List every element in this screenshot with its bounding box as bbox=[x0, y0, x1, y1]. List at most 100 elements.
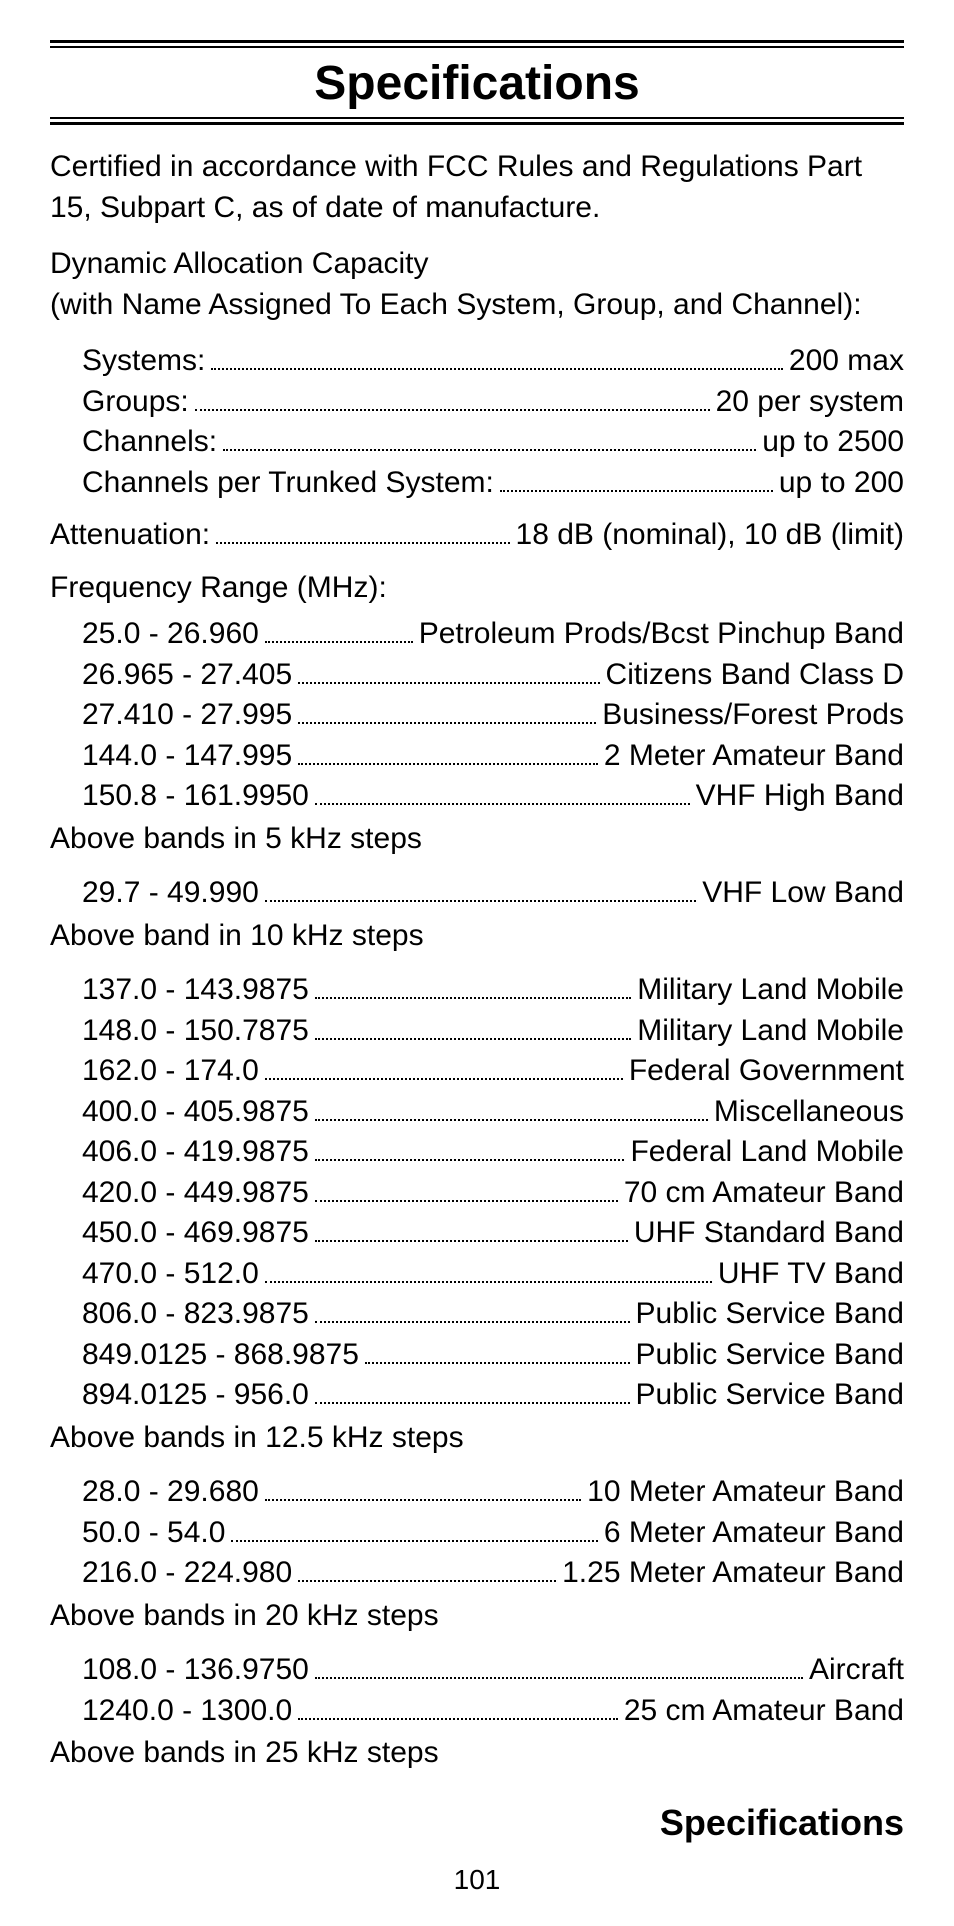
spec-label: 29.7 - 49.990 bbox=[82, 873, 259, 914]
spec-label: 144.0 - 147.995 bbox=[82, 736, 292, 777]
page-title: Specifications bbox=[50, 54, 904, 117]
attenuation-row: Attenuation: 18 dB (nominal), 10 dB (lim… bbox=[50, 515, 904, 556]
spec-label: 162.0 - 174.0 bbox=[82, 1051, 259, 1092]
spec-row: 137.0 - 143.9875 Military Land Mobile bbox=[50, 970, 904, 1011]
spec-row: 1240.0 - 1300.025 cm Amateur Band bbox=[50, 1691, 904, 1732]
spec-value: 10 Meter Amateur Band bbox=[587, 1472, 904, 1513]
note-20khz: Above bands in 20 kHz steps bbox=[50, 1596, 904, 1637]
spec-label: 849.0125 - 868.9875 bbox=[82, 1335, 359, 1376]
leader-dots bbox=[315, 1652, 803, 1679]
spec-label: 50.0 - 54.0 bbox=[82, 1513, 225, 1554]
spec-label: Systems: bbox=[82, 341, 205, 382]
leader-dots bbox=[315, 1215, 628, 1242]
spec-value: Petroleum Prods/Bcst Pinchup Band bbox=[419, 614, 904, 655]
leader-dots bbox=[315, 778, 690, 805]
spec-value: Public Service Band bbox=[636, 1335, 904, 1376]
spec-row: 450.0 - 469.9875 UHF Standard Band bbox=[50, 1213, 904, 1254]
leader-dots bbox=[298, 738, 598, 765]
spec-value: 200 max bbox=[789, 341, 904, 382]
leader-dots bbox=[216, 517, 509, 544]
spec-value: 70 cm Amateur Band bbox=[624, 1173, 904, 1214]
spec-row: 50.0 - 54.0 6 Meter Amateur Band bbox=[50, 1513, 904, 1554]
leader-dots bbox=[265, 1474, 581, 1501]
spec-label: 108.0 - 136.9750 bbox=[82, 1650, 309, 1691]
spec-label: Channels: bbox=[82, 422, 217, 463]
spec-row: 25.0 - 26.960Petroleum Prods/Bcst Pinchu… bbox=[50, 614, 904, 655]
spec-row: Groups:20 per system bbox=[50, 382, 904, 423]
note-25khz: Above bands in 25 kHz steps bbox=[50, 1733, 904, 1774]
leader-dots bbox=[298, 697, 596, 724]
spec-value: Public Service Band bbox=[636, 1294, 904, 1335]
spec-label: 420.0 - 449.9875 bbox=[82, 1173, 309, 1214]
spec-value: UHF TV Band bbox=[718, 1254, 904, 1295]
spec-label: 137.0 - 143.9875 bbox=[82, 970, 309, 1011]
spec-row: 216.0 - 224.980 1.25 Meter Amateur Band bbox=[50, 1553, 904, 1594]
spec-value: up to 2500 bbox=[762, 422, 904, 463]
spec-label: 216.0 - 224.980 bbox=[82, 1553, 292, 1594]
spec-label: 806.0 - 823.9875 bbox=[82, 1294, 309, 1335]
dac-heading: Dynamic Allocation Capacity (with Name A… bbox=[50, 244, 904, 325]
leader-dots bbox=[500, 465, 773, 492]
section-footer: Specifications bbox=[50, 1802, 904, 1844]
rule-top bbox=[50, 40, 904, 48]
spec-value: VHF Low Band bbox=[702, 873, 904, 914]
spec-label: Groups: bbox=[82, 382, 189, 423]
spec-label: 27.410 - 27.995 bbox=[82, 695, 292, 736]
spec-value: 2 Meter Amateur Band bbox=[604, 736, 904, 777]
leader-dots bbox=[265, 875, 696, 902]
spec-value: 25 cm Amateur Band bbox=[624, 1691, 904, 1732]
freq-heading: Frequency Range (MHz): bbox=[50, 568, 904, 609]
leader-dots bbox=[315, 1296, 630, 1323]
spec-value: UHF Standard Band bbox=[634, 1213, 904, 1254]
spec-row: Channels: up to 2500 bbox=[50, 422, 904, 463]
leader-dots bbox=[265, 1256, 712, 1283]
spec-value: 6 Meter Amateur Band bbox=[604, 1513, 904, 1554]
page-number: 101 bbox=[50, 1864, 904, 1896]
leader-dots bbox=[211, 343, 783, 370]
leader-dots bbox=[298, 1555, 556, 1582]
leader-dots bbox=[365, 1337, 630, 1364]
spec-row: 806.0 - 823.9875 Public Service Band bbox=[50, 1294, 904, 1335]
dac-list: Systems: 200 maxGroups:20 per systemChann… bbox=[50, 341, 904, 503]
spec-row: 148.0 - 150.7875 Military Land Mobile bbox=[50, 1011, 904, 1052]
spec-label: 26.965 - 27.405 bbox=[82, 655, 292, 696]
band-12-5khz: 137.0 - 143.9875Military Land Mobile148.… bbox=[50, 970, 904, 1416]
spec-row: 406.0 - 419.9875 Federal Land Mobile bbox=[50, 1132, 904, 1173]
spec-label: 150.8 - 161.9950 bbox=[82, 776, 309, 817]
intro-paragraph: Certified in accordance with FCC Rules a… bbox=[50, 147, 904, 228]
band-20khz: 28.0 - 29.68010 Meter Amateur Band50.0 -… bbox=[50, 1472, 904, 1594]
leader-dots bbox=[315, 1134, 625, 1161]
spec-row: 108.0 - 136.9750Aircraft bbox=[50, 1650, 904, 1691]
spec-value: Military Land Mobile bbox=[637, 1011, 904, 1052]
spec-row: 400.0 - 405.9875 Miscellaneous bbox=[50, 1092, 904, 1133]
spec-row: 849.0125 - 868.9875 Public Service Band bbox=[50, 1335, 904, 1376]
rule-bottom bbox=[50, 117, 904, 125]
leader-dots bbox=[231, 1515, 597, 1542]
spec-value: Public Service Band bbox=[636, 1375, 904, 1416]
spec-value: 1.25 Meter Amateur Band bbox=[562, 1553, 904, 1594]
leader-dots bbox=[298, 1693, 618, 1720]
spec-row: 27.410 - 27.995Business/Forest Prods bbox=[50, 695, 904, 736]
leader-dots bbox=[195, 384, 710, 411]
leader-dots bbox=[315, 1377, 630, 1404]
leader-dots bbox=[265, 616, 413, 643]
leader-dots bbox=[265, 1053, 623, 1080]
spec-value: Federal Land Mobile bbox=[630, 1132, 904, 1173]
spec-row: 470.0 - 512.0 UHF TV Band bbox=[50, 1254, 904, 1295]
spec-value: Citizens Band Class D bbox=[606, 655, 904, 696]
spec-value: Miscellaneous bbox=[714, 1092, 904, 1133]
spec-row: 894.0125 - 956.0Public Service Band bbox=[50, 1375, 904, 1416]
leader-dots bbox=[315, 972, 631, 999]
spec-label: 148.0 - 150.7875 bbox=[82, 1011, 309, 1052]
spec-value: Military Land Mobile bbox=[637, 970, 904, 1011]
note-12-5khz: Above bands in 12.5 kHz steps bbox=[50, 1418, 904, 1459]
spec-value: Federal Government bbox=[629, 1051, 904, 1092]
spec-label: 470.0 - 512.0 bbox=[82, 1254, 259, 1295]
spec-value: VHF High Band bbox=[696, 776, 904, 817]
spec-row: 144.0 - 147.995 2 Meter Amateur Band bbox=[50, 736, 904, 777]
spec-label: 406.0 - 419.9875 bbox=[82, 1132, 309, 1173]
spec-label: 400.0 - 405.9875 bbox=[82, 1092, 309, 1133]
leader-dots bbox=[298, 657, 599, 684]
spec-row: 420.0 - 449.9875 70 cm Amateur Band bbox=[50, 1173, 904, 1214]
spec-label: 450.0 - 469.9875 bbox=[82, 1213, 309, 1254]
